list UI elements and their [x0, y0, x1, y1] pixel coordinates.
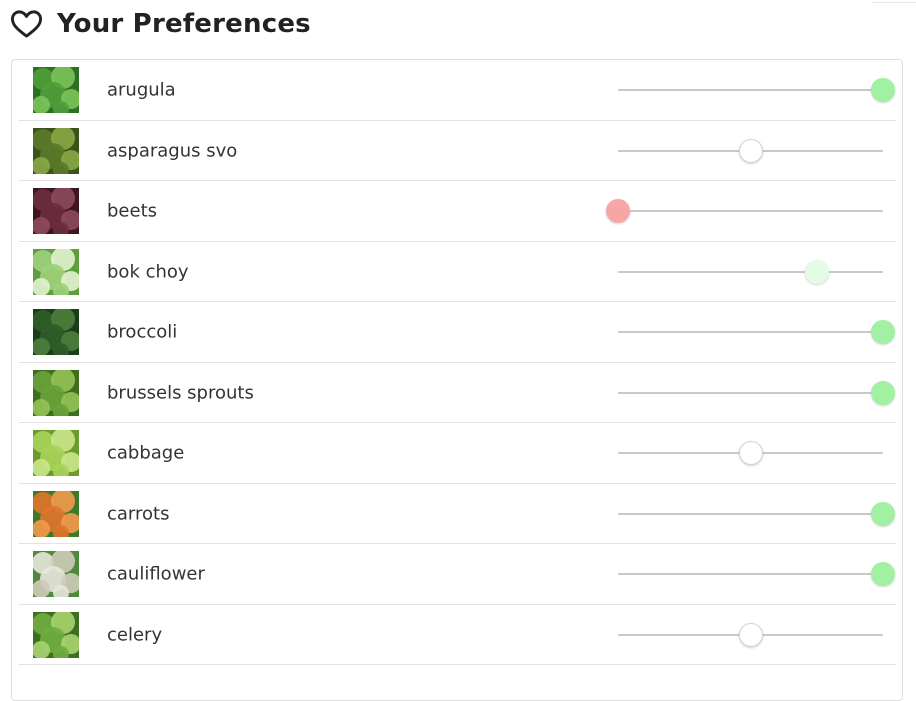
item-label: beets	[107, 200, 158, 222]
slider-handle[interactable]	[738, 138, 763, 163]
list-item: cabbage	[19, 423, 896, 484]
top-right-divider	[872, 2, 916, 3]
preference-slider[interactable]	[618, 138, 883, 163]
vegetable-thumbnail	[33, 188, 79, 234]
item-label: asparagus svo	[107, 140, 238, 161]
heart-outline-icon	[10, 10, 43, 38]
slider-handle[interactable]	[606, 199, 630, 223]
slider-handle[interactable]	[871, 380, 895, 405]
preference-slider[interactable]	[618, 78, 895, 102]
slider-handle[interactable]	[871, 78, 895, 102]
item-label: cabbage	[107, 442, 185, 464]
list-item: beets	[19, 181, 896, 242]
vegetable-thumbnail	[33, 249, 79, 295]
vegetable-thumbnail	[33, 128, 79, 174]
vegetable-thumbnail	[33, 430, 79, 476]
slider-handle[interactable]	[871, 501, 895, 526]
list-item: arugula	[19, 60, 896, 121]
vegetable-thumbnail	[33, 370, 79, 416]
item-label: arugula	[107, 79, 176, 101]
slider-handle[interactable]	[871, 562, 895, 586]
preference-slider[interactable]	[618, 380, 895, 405]
slider-handle[interactable]	[738, 441, 763, 465]
item-label: bok choy	[107, 261, 189, 282]
vegetable-thumbnail	[33, 67, 79, 113]
page-title: Your Preferences	[57, 9, 311, 39]
slider-handle[interactable]	[804, 259, 829, 284]
vegetable-thumbnail	[33, 491, 79, 537]
preference-slider[interactable]	[606, 199, 883, 223]
preference-slider[interactable]	[618, 501, 895, 526]
preference-slider[interactable]	[618, 259, 883, 284]
item-label: cauliflower	[107, 563, 205, 585]
list-item: carrots	[19, 484, 896, 544]
slider-handle[interactable]	[738, 622, 763, 647]
preference-slider[interactable]	[618, 622, 883, 647]
vegetable-thumbnail	[33, 309, 79, 355]
item-label: carrots	[107, 503, 170, 524]
page-header: Your Preferences	[10, 7, 311, 41]
list-item: cauliflower	[19, 544, 896, 605]
list-item: bok choy	[19, 242, 896, 302]
item-label: celery	[107, 624, 163, 645]
preference-slider[interactable]	[618, 441, 883, 465]
slider-handle[interactable]	[871, 320, 895, 344]
list-item: brussels sprouts	[19, 363, 896, 423]
list-item: broccoli	[19, 302, 896, 363]
list-item: celery	[19, 605, 896, 665]
preferences-list: arugula asparagus svo beets bok choy broccol…	[19, 60, 896, 665]
preference-slider[interactable]	[618, 562, 895, 586]
list-item: asparagus svo	[19, 121, 896, 181]
vegetable-thumbnail	[33, 612, 79, 658]
vegetable-thumbnail	[33, 551, 79, 597]
item-label: brussels sprouts	[107, 382, 254, 403]
preferences-panel: arugula asparagus svo beets bok choy broccol…	[11, 59, 903, 701]
item-label: broccoli	[107, 321, 178, 343]
preference-slider[interactable]	[618, 320, 895, 344]
